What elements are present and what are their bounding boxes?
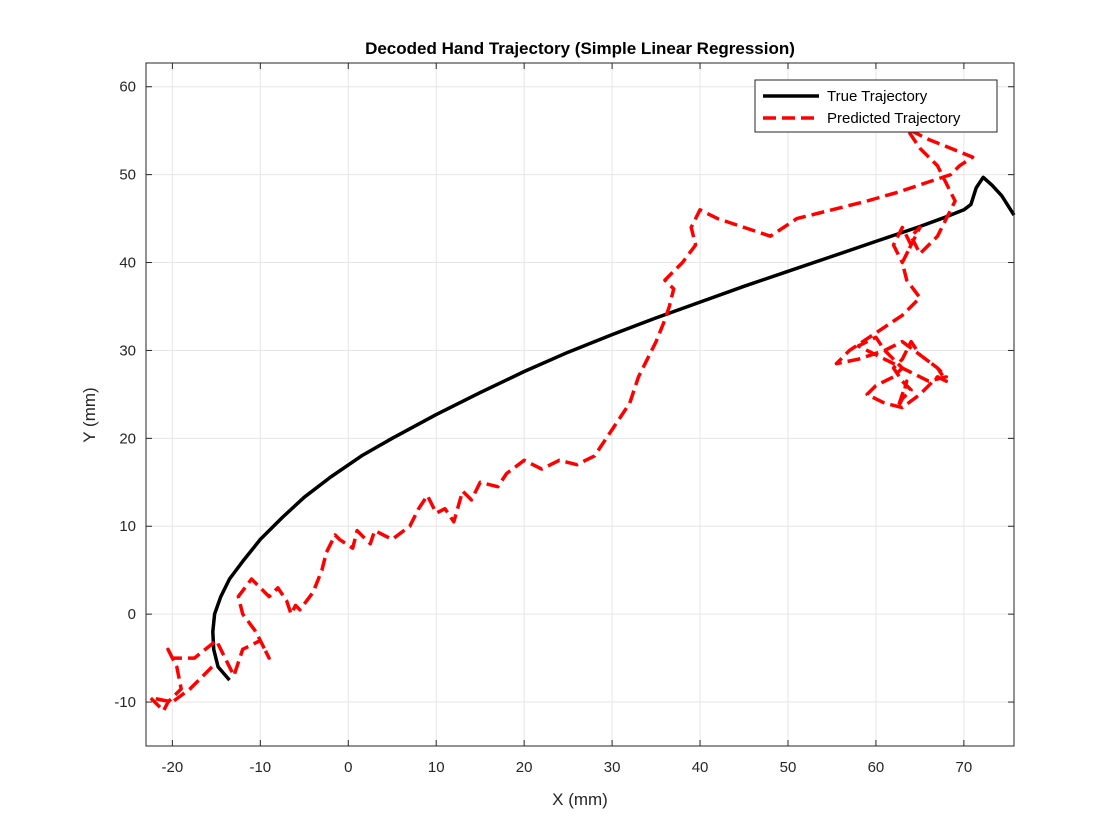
- x-tick-label: 40: [692, 759, 709, 776]
- x-tick-label: 30: [604, 759, 621, 776]
- y-tick-label: 20: [119, 430, 136, 447]
- legend: True Trajectory Predicted Trajectory: [754, 79, 998, 133]
- x-tick-label: 10: [428, 759, 445, 776]
- x-tick-label: 0: [344, 759, 352, 776]
- true-trajectory-line: [211, 175, 1016, 682]
- x-axis-ticks: -20 -10 0 10 20 30 40 50 60 70: [162, 63, 973, 776]
- y-tick-label: 10: [119, 518, 136, 535]
- legend-predicted-trajectory-label: Predicted Trajectory: [827, 110, 961, 127]
- x-tick-label: 60: [868, 759, 885, 776]
- plot-area-frame: [145, 62, 1015, 747]
- y-tick-label: 0: [128, 606, 136, 623]
- x-tick-label: -10: [249, 759, 271, 776]
- y-tick-label: 60: [119, 79, 136, 96]
- y-tick-label: -10: [114, 694, 136, 711]
- legend-true-trajectory-label: True Trajectory: [827, 88, 928, 105]
- x-tick-label: 20: [516, 759, 533, 776]
- series-layer: [148, 111, 1016, 713]
- chart-title: Decoded Hand Trajectory (Simple Linear R…: [365, 39, 795, 58]
- x-tick-label: 70: [956, 759, 973, 776]
- x-tick-label: 50: [780, 759, 797, 776]
- legend-box: [754, 79, 998, 133]
- x-tick-label: -20: [162, 759, 184, 776]
- y-tick-label: 40: [119, 255, 136, 272]
- y-tick-label: 50: [119, 167, 136, 184]
- y-tick-label: 30: [119, 342, 136, 359]
- predicted-trajectory-line: [148, 111, 975, 713]
- y-axis-ticks: -10 0 10 20 30 40 50 60: [114, 79, 1014, 711]
- y-axis-label: Y (mm): [80, 387, 99, 442]
- grid: [146, 63, 1014, 746]
- x-axis-label: X (mm): [552, 790, 608, 809]
